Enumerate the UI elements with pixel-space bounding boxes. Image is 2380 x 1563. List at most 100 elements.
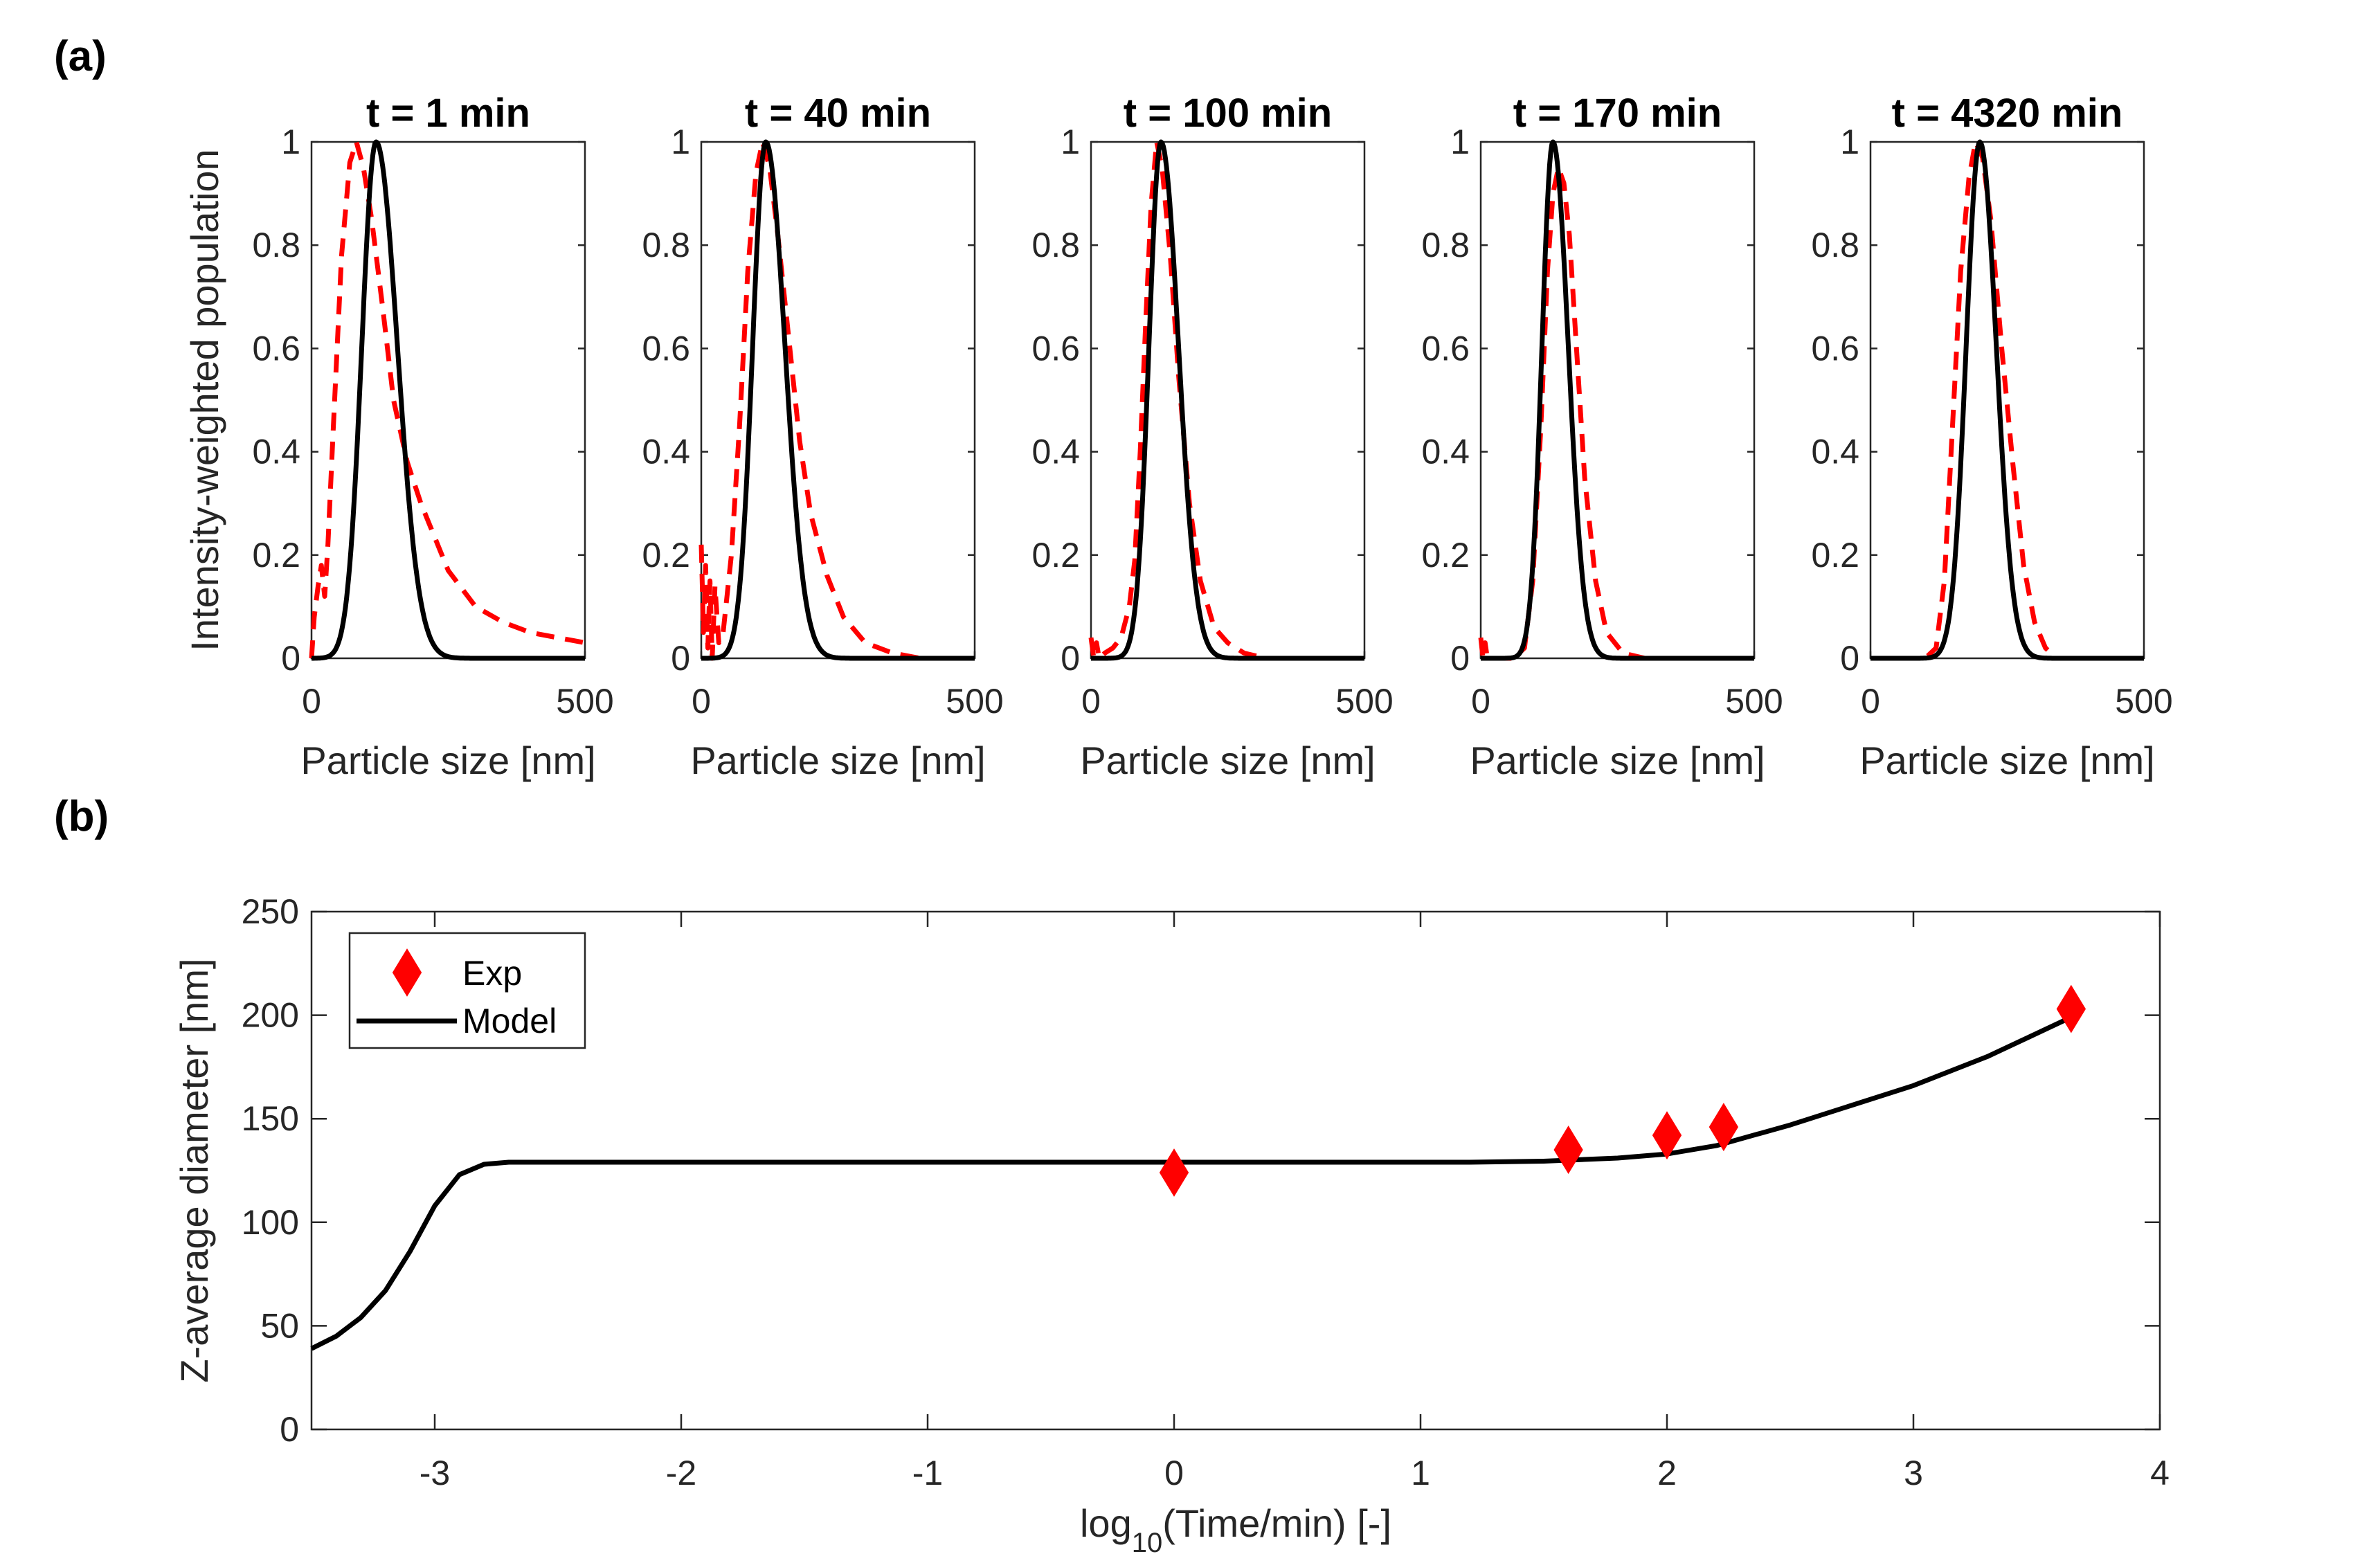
subplot-3: t = 100 min 0 0.2 0.4 0.6 0.8 1 0 500 Particle si… bbox=[1031, 91, 1393, 782]
subplot-xlabel: Particle size [nm] bbox=[1859, 739, 2154, 782]
b-xtick-label: 1 bbox=[1411, 1454, 1430, 1492]
subplot-1: t = 1 min 0 0.2 0.4 0.6 0.8 1 0 500 Particle size… bbox=[252, 91, 613, 782]
subplot-title: t = 40 min bbox=[745, 91, 931, 136]
panel-a-ylabel: Intensity-weighted population bbox=[183, 149, 226, 651]
xtick-label: 500 bbox=[2115, 682, 2172, 721]
legend: Exp Model bbox=[348, 932, 586, 1049]
b-xtick-label: 2 bbox=[1657, 1454, 1677, 1492]
panel-b-exp-points bbox=[1159, 984, 2086, 1197]
ytick-label: 0.4 bbox=[1811, 433, 1859, 471]
exp-curve bbox=[698, 139, 975, 661]
subplot-axes bbox=[1869, 141, 2145, 660]
legend-exp-marker bbox=[392, 948, 422, 997]
b-exp-point bbox=[1159, 1148, 1189, 1197]
model-curve bbox=[310, 139, 586, 661]
b-ytick-label: 0 bbox=[280, 1410, 299, 1449]
xtick-label: 500 bbox=[1725, 682, 1783, 721]
legend-box bbox=[348, 932, 586, 1049]
xtick-label: 500 bbox=[1335, 682, 1393, 721]
ytick-label: 0.2 bbox=[1031, 536, 1080, 575]
xlabel-subscript: 10 bbox=[1132, 1528, 1163, 1558]
ytick-label: 0.6 bbox=[1031, 329, 1080, 368]
panel-a-label: (a) bbox=[54, 33, 107, 80]
model-curve bbox=[1090, 139, 1366, 661]
ytick-label: 0.8 bbox=[1031, 226, 1080, 264]
ytick-label: 0 bbox=[281, 639, 300, 678]
model-curve bbox=[1869, 139, 2145, 661]
xtick-label: 500 bbox=[556, 682, 613, 721]
subplot-title: t = 1 min bbox=[366, 91, 530, 136]
subplot-4: t = 170 min 0 0.2 0.4 0.6 0.8 1 0 500 Particle si… bbox=[1421, 91, 1783, 782]
xtick-label: 0 bbox=[1081, 682, 1101, 721]
ytick-label: 1 bbox=[1061, 123, 1080, 161]
ytick-label: 0.6 bbox=[1421, 329, 1470, 368]
subplot-axes bbox=[700, 141, 976, 660]
panel-a: (a) Intensity-weighted population t = 1 … bbox=[54, 33, 2173, 782]
panel-b: (b) 0 50 100 150 200 250 -3 -2 -1 0 1 2 3 4 Z-averag… bbox=[54, 793, 2170, 1558]
ytick-label: 0.4 bbox=[1421, 433, 1470, 471]
b-ytick-label: 50 bbox=[260, 1306, 299, 1345]
legend-model-label: Model bbox=[462, 1002, 557, 1040]
ytick-label: 0.4 bbox=[1031, 433, 1080, 471]
ytick-label: 0.2 bbox=[1811, 536, 1859, 575]
xtick-label: 0 bbox=[1861, 682, 1880, 721]
xtick-label: 0 bbox=[1471, 682, 1490, 721]
ytick-label: 1 bbox=[281, 123, 300, 161]
b-exp-point bbox=[2056, 984, 2086, 1033]
ytick-label: 0.6 bbox=[642, 329, 690, 368]
subplot-xlabel: Particle size [nm] bbox=[690, 739, 985, 782]
subplot-axes bbox=[1479, 141, 1756, 660]
xtick-label: 500 bbox=[946, 682, 1003, 721]
xlabel-log: log bbox=[1080, 1501, 1132, 1545]
panel-b-model-line bbox=[310, 1015, 2073, 1351]
b-exp-point bbox=[1553, 1126, 1583, 1175]
panel-b-axes bbox=[310, 910, 2161, 1431]
subplot-title: t = 100 min bbox=[1124, 91, 1332, 136]
b-xtick-label: 3 bbox=[1904, 1454, 1923, 1492]
xtick-label: 0 bbox=[302, 682, 321, 721]
ytick-label: 1 bbox=[671, 123, 690, 161]
b-ytick-label: 250 bbox=[242, 892, 299, 931]
ytick-label: 1 bbox=[1840, 123, 1859, 161]
subplot-xlabel: Particle size [nm] bbox=[1470, 739, 1765, 782]
b-ytick-label: 200 bbox=[242, 996, 299, 1035]
ytick-label: 0.8 bbox=[642, 226, 690, 264]
subplot-axes bbox=[1090, 141, 1366, 660]
ytick-label: 0.8 bbox=[1421, 226, 1470, 264]
panel-b-xtick-labels: -3 -2 -1 0 1 2 3 4 bbox=[420, 1454, 2170, 1492]
ytick-label: 0.2 bbox=[642, 536, 690, 575]
subplot-xlabel: Particle size [nm] bbox=[300, 739, 595, 782]
xlabel-suffix: (Time/min) [-] bbox=[1162, 1501, 1391, 1545]
legend-exp-label: Exp bbox=[462, 954, 522, 993]
exp-curve bbox=[309, 139, 586, 659]
subplot-xlabel: Particle size [nm] bbox=[1080, 739, 1375, 782]
model-curve bbox=[1479, 139, 1756, 661]
subplot-title: t = 170 min bbox=[1513, 91, 1722, 136]
ytick-label: 0.8 bbox=[1811, 226, 1859, 264]
exp-curve bbox=[1088, 139, 1364, 661]
subplot-2: t = 40 min 0 0.2 0.4 0.6 0.8 1 0 500 Particle siz… bbox=[642, 91, 1003, 782]
b-xtick-label: 0 bbox=[1164, 1454, 1184, 1492]
ytick-label: 0.4 bbox=[642, 433, 690, 471]
b-ytick-label: 100 bbox=[242, 1203, 299, 1242]
ytick-label: 0.2 bbox=[1421, 536, 1470, 575]
ytick-label: 0 bbox=[1450, 639, 1470, 678]
b-xtick-label: 4 bbox=[2150, 1454, 2170, 1492]
b-exp-point bbox=[1709, 1103, 1739, 1152]
b-xtick-label: -2 bbox=[666, 1454, 696, 1492]
ytick-label: 0.4 bbox=[252, 433, 300, 471]
ytick-label: 0 bbox=[1840, 639, 1859, 678]
panel-b-ticks bbox=[312, 910, 2161, 1431]
subplot-title: t = 4320 min bbox=[1892, 91, 2123, 136]
panel-b-xlabel: log10(Time/min) [-] bbox=[1080, 1501, 1391, 1558]
panel-b-label: (b) bbox=[54, 793, 109, 840]
subplot-5: t = 4320 min 0 0.2 0.4 0.6 0.8 1 0 500 Particle s… bbox=[1811, 91, 2172, 782]
b-ytick-label: 150 bbox=[242, 1099, 299, 1138]
xtick-label: 0 bbox=[692, 682, 711, 721]
panel-b-ytick-labels: 0 50 100 150 200 250 bbox=[242, 892, 299, 1449]
ytick-label: 0.2 bbox=[252, 536, 300, 575]
subplot-axes bbox=[310, 141, 586, 660]
ytick-label: 0.6 bbox=[1811, 329, 1859, 368]
b-exp-point bbox=[1652, 1111, 1682, 1160]
